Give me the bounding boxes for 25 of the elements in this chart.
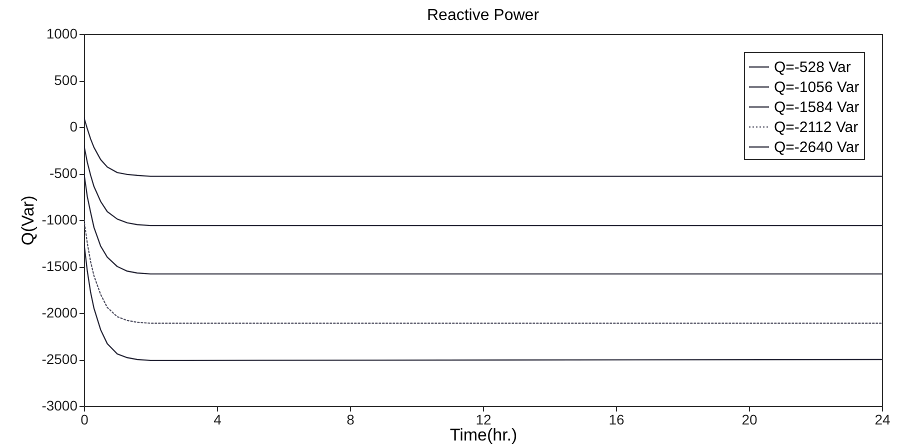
x-axis-title: Time(hr.) (450, 426, 518, 444)
y-axis-title: Q(Var) (18, 196, 38, 246)
y-tick-label: 500 (54, 72, 78, 88)
line-series (84, 219, 882, 324)
legend-label: Q=-2640 Var (774, 139, 860, 156)
x-tick-label: 20 (742, 412, 758, 428)
legend-label: Q=-528 Var (774, 59, 851, 76)
legend-label: Q=-1584 Var (774, 99, 860, 116)
y-tick-label: -1500 (42, 258, 78, 274)
legend-label: Q=-2112 Var (774, 119, 858, 136)
x-tick-label: 16 (608, 412, 624, 428)
legend-label: Q=-1056 Var (774, 79, 860, 96)
chart-title: Reactive Power (426, 7, 540, 24)
y-tick-label: 0 (70, 118, 78, 134)
x-tick-label: 4 (214, 412, 222, 428)
y-tick-label: -1000 (42, 212, 78, 228)
y-tick-label: 1000 (46, 26, 78, 42)
y-tick-label: -3000 (42, 398, 78, 414)
x-tick-label: 8 (346, 412, 355, 428)
x-tick-label: 12 (476, 412, 492, 428)
x-tick-label: 24 (874, 412, 890, 428)
y-tick-label: -2000 (42, 304, 78, 320)
x-tick-label: 0 (80, 412, 89, 428)
y-tick-label: -500 (49, 165, 78, 181)
y-tick-label: -2500 (42, 351, 78, 367)
